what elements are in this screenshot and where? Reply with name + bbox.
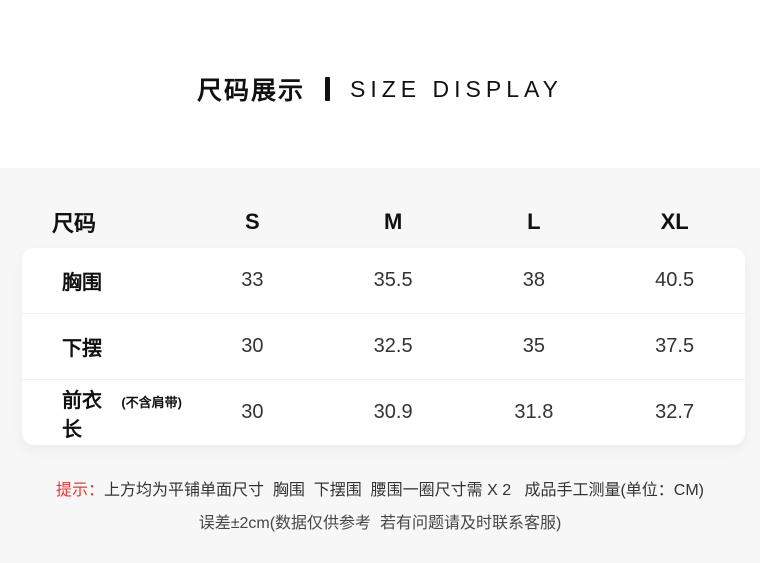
table-row: 下摆 30 32.5 35 37.5 [22,314,745,380]
row-label: 下摆 [22,332,182,361]
col-header-s: S [245,208,260,234]
page-title: 尺码展示 SIZE DISPLAY [197,71,563,107]
tip-label: 提示： [55,482,104,499]
size-chart-section: 尺码 S M L XL 胸围 33 35.5 38 40.5 下摆 30 32.5 35 37.5… [0,168,760,563]
col-header-size: 尺码 [52,210,97,236]
row-label-text: 下摆 [62,338,102,360]
size-value-cell: 32.7 [655,401,695,423]
col-header-m: M [383,208,403,234]
size-value-cell: 30.9 [373,401,413,423]
size-value-cell: 35 [522,335,545,357]
tip-line-1-text: 上方均为平铺单面尺寸 胸围 下摆围 腰围一圈尺寸需 X 2 成品手工测量(单位：… [104,482,705,499]
row-label: 前衣长 (不含肩带) [22,384,182,442]
page-title-cn: 尺码展示 [197,77,306,105]
size-table-header: 尺码 S M L XL [22,195,745,248]
col-header-xl: XL [660,208,689,234]
tip-line-1: 提示：上方均为平铺单面尺寸 胸围 下摆围 腰围一圈尺寸需 X 2 成品手工测量(… [0,474,760,507]
size-table-card: 胸围 33 35.5 38 40.5 下摆 30 32.5 35 37.5 前衣长 (不含肩带) 30 3… [22,248,745,445]
size-value-cell: 40.5 [655,269,695,291]
size-value-cell: 31.8 [514,401,554,423]
tip-line-2: 误差±2cm(数据仅供参考 若有问题请及时联系客服) [198,515,562,532]
row-label-text: 胸围 [62,272,102,294]
size-value-cell: 30 [241,335,264,357]
row-label-note: (不含肩带) [121,394,182,410]
row-label: 胸围 [22,266,182,295]
size-value-cell: 35.5 [373,269,413,291]
table-row: 胸围 33 35.5 38 40.5 [22,248,745,314]
row-label-text: 前衣长 [62,389,102,441]
page-title-en: SIZE DISPLAY [350,75,563,102]
col-header-l: L [527,208,541,234]
tips: 提示：上方均为平铺单面尺寸 胸围 下摆围 腰围一圈尺寸需 X 2 成品手工测量(… [0,474,760,540]
title-divider-bar [325,77,331,101]
size-value-cell: 30 [241,401,264,423]
table-row: 前衣长 (不含肩带) 30 30.9 31.8 32.7 [22,380,745,445]
size-value-cell: 38 [522,269,545,291]
title-area: 尺码展示 SIZE DISPLAY [0,0,760,168]
size-value-cell: 37.5 [655,335,695,357]
size-value-cell: 32.5 [373,335,413,357]
size-value-cell: 33 [241,269,264,291]
